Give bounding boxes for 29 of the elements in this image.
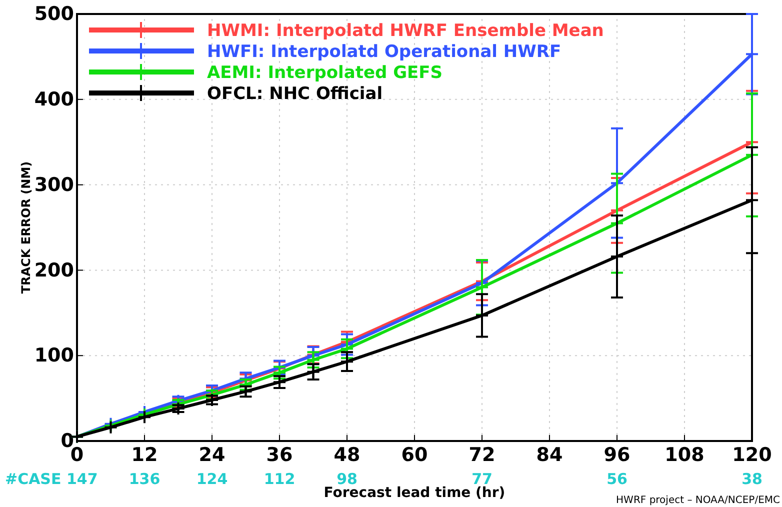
text: 56 <box>606 470 628 488</box>
x-tick-label: 84 <box>536 444 563 466</box>
text: HWFI: Interpolatd Operational HWRF <box>207 42 562 62</box>
text: 98 <box>336 470 358 488</box>
x-tick-label: 120 <box>732 444 772 466</box>
text: AEMI: Interpolated GEFS <box>207 63 443 83</box>
text: 124 <box>196 470 228 488</box>
y-tick-label: 300 <box>34 174 74 196</box>
x-tick-label: 12 <box>131 444 158 466</box>
x-tick-label: 108 <box>664 444 704 466</box>
x-tick-label: 48 <box>334 444 360 466</box>
x-tick-label: 36 <box>266 444 293 466</box>
y-tick-label: 400 <box>34 88 74 110</box>
y-tick-label: 100 <box>34 344 74 367</box>
text: OFCL: NHC Official <box>207 84 383 104</box>
text: #CASE 147 <box>5 470 98 488</box>
x-tick-label: 60 <box>401 444 428 466</box>
text: HWMI: Interpolatd HWRF Ensemble Mean <box>207 21 604 41</box>
text: 136 <box>128 470 160 488</box>
x-tick-label: 72 <box>468 444 496 466</box>
text: HWRF project – NOAA/NCEP/EMC <box>616 495 780 506</box>
x-axis-title: Forecast lead time (hr) <box>324 485 506 501</box>
text: 38 <box>742 470 762 488</box>
y-tick-label: 500 <box>34 3 74 26</box>
x-tick-label: 96 <box>604 444 630 466</box>
text: 112 <box>264 470 296 488</box>
y-tick-label: 200 <box>34 259 74 282</box>
y-axis-title: TRACK ERROR (NM) <box>19 161 33 294</box>
x-tick-label: 24 <box>198 444 226 466</box>
